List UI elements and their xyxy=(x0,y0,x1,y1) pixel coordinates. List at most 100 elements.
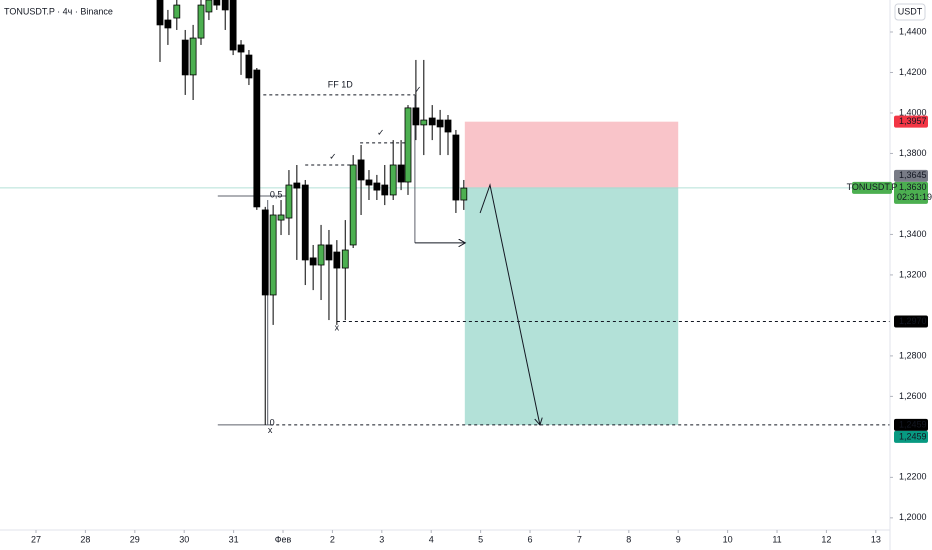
x-tick-label: 3 xyxy=(379,534,384,544)
candle-body xyxy=(397,164,405,183)
y-tick-label: 1,4000 xyxy=(899,107,927,117)
candle-body xyxy=(229,0,237,51)
candle-body xyxy=(293,182,301,189)
x-tick-label: 11 xyxy=(772,534,781,544)
candle-body xyxy=(404,107,412,183)
price-label xyxy=(894,315,928,328)
candle-body xyxy=(365,179,373,186)
price-label-text: 1,2459 xyxy=(899,419,927,429)
x-tick-label: 28 xyxy=(80,534,90,544)
candle-body xyxy=(357,159,365,181)
candle-body xyxy=(333,251,341,269)
x-tick-label: 29 xyxy=(130,534,140,544)
candle-body xyxy=(325,244,333,261)
stop-zone xyxy=(464,121,679,188)
candle-body xyxy=(420,119,428,126)
price-label xyxy=(894,115,928,128)
candle-body xyxy=(237,44,245,53)
candle-body xyxy=(205,0,213,13)
candle-body xyxy=(460,187,468,201)
candle-body xyxy=(373,182,381,191)
price-label xyxy=(894,181,928,204)
price-label-text: 1,3957 xyxy=(899,116,927,126)
price-label-text: 1,3630 xyxy=(899,182,927,192)
y-tick-label: 1,2200 xyxy=(899,472,927,482)
price-label-text: 1,2970 xyxy=(899,316,927,326)
x-tick-label: 12 xyxy=(821,534,831,544)
annotation: 0,5 xyxy=(270,189,283,199)
candle-body xyxy=(389,164,397,196)
candle-body xyxy=(452,134,460,201)
candle-body xyxy=(341,249,349,269)
candle-body xyxy=(285,184,293,219)
candle-body xyxy=(156,0,164,26)
annotation: ✓ xyxy=(377,127,385,137)
candle-body xyxy=(444,119,452,133)
x-tick-label: Фев xyxy=(275,534,292,544)
candle-body xyxy=(197,4,205,39)
candle-body xyxy=(309,257,317,266)
annotation: x xyxy=(268,425,273,435)
y-tick-label: 1,3800 xyxy=(899,148,927,158)
candle-body xyxy=(436,119,444,128)
x-tick-label: 31 xyxy=(229,534,239,544)
price-label-text: 1,3645 xyxy=(899,170,927,180)
candle-body xyxy=(173,4,181,19)
y-tick-label: 1,4400 xyxy=(899,26,927,36)
currency: USDT xyxy=(898,6,923,16)
candle-body xyxy=(253,69,261,208)
annotation: 0 xyxy=(270,417,275,427)
price-label xyxy=(894,418,928,431)
candle-body xyxy=(213,0,221,6)
price-label xyxy=(894,169,928,182)
x-tick-label: 27 xyxy=(31,534,41,544)
annotation: ✓ xyxy=(329,151,337,161)
x-tick-label: 13 xyxy=(871,534,881,544)
y-tick-label: 1,4200 xyxy=(899,67,927,77)
y-tick-label: 1,2000 xyxy=(899,512,927,522)
candle-body xyxy=(269,214,277,296)
annotation: x xyxy=(335,322,340,332)
candle-body xyxy=(164,19,172,29)
candle-body xyxy=(277,214,285,221)
candle-body xyxy=(412,107,420,126)
y-tick-label: 1,3200 xyxy=(899,269,927,279)
candle-body xyxy=(189,37,197,76)
x-tick-label: 8 xyxy=(626,534,631,544)
x-tick-label: 30 xyxy=(179,534,189,544)
candle-body xyxy=(381,184,389,196)
candle-body xyxy=(428,117,436,126)
x-tick-label: 2 xyxy=(330,534,335,544)
y-tick-label: 1,2800 xyxy=(899,350,927,360)
candle-body xyxy=(261,209,269,296)
symbol-tag-text: TONUSDT.P xyxy=(847,182,898,192)
x-tick-label: 9 xyxy=(676,534,681,544)
candle-body xyxy=(301,184,309,261)
symbol-tag xyxy=(852,181,892,194)
y-tick-label: 1,2600 xyxy=(899,391,927,401)
annotation: FF 1D xyxy=(328,79,354,89)
candle-body xyxy=(221,0,229,11)
candle-body xyxy=(245,54,253,79)
x-tick-label: 7 xyxy=(577,534,582,544)
price-label xyxy=(894,430,928,443)
x-tick-label: 6 xyxy=(528,534,533,544)
candle-body xyxy=(317,244,325,266)
target-zone xyxy=(464,187,679,425)
price-label-text: 1,2459 xyxy=(899,431,927,441)
trend-line xyxy=(479,183,540,425)
candle-body xyxy=(181,39,189,76)
x-tick-label: 10 xyxy=(723,534,733,544)
candle-body xyxy=(349,164,357,246)
x-tick-label: 4 xyxy=(429,534,434,544)
currency-box[interactable] xyxy=(894,3,926,21)
y-tick-label: 1,3400 xyxy=(899,229,927,239)
annotation: ✓ xyxy=(414,84,422,94)
chart-title: TONUSDT.P · 4ч · Binance xyxy=(4,6,113,16)
x-tick-label: 5 xyxy=(478,534,483,544)
axes: 1,4400 1,4200 1,4000 1,3800 1,3400 1,3200 1,28… xyxy=(31,26,932,544)
countdown: 02:31:19 xyxy=(897,192,932,202)
